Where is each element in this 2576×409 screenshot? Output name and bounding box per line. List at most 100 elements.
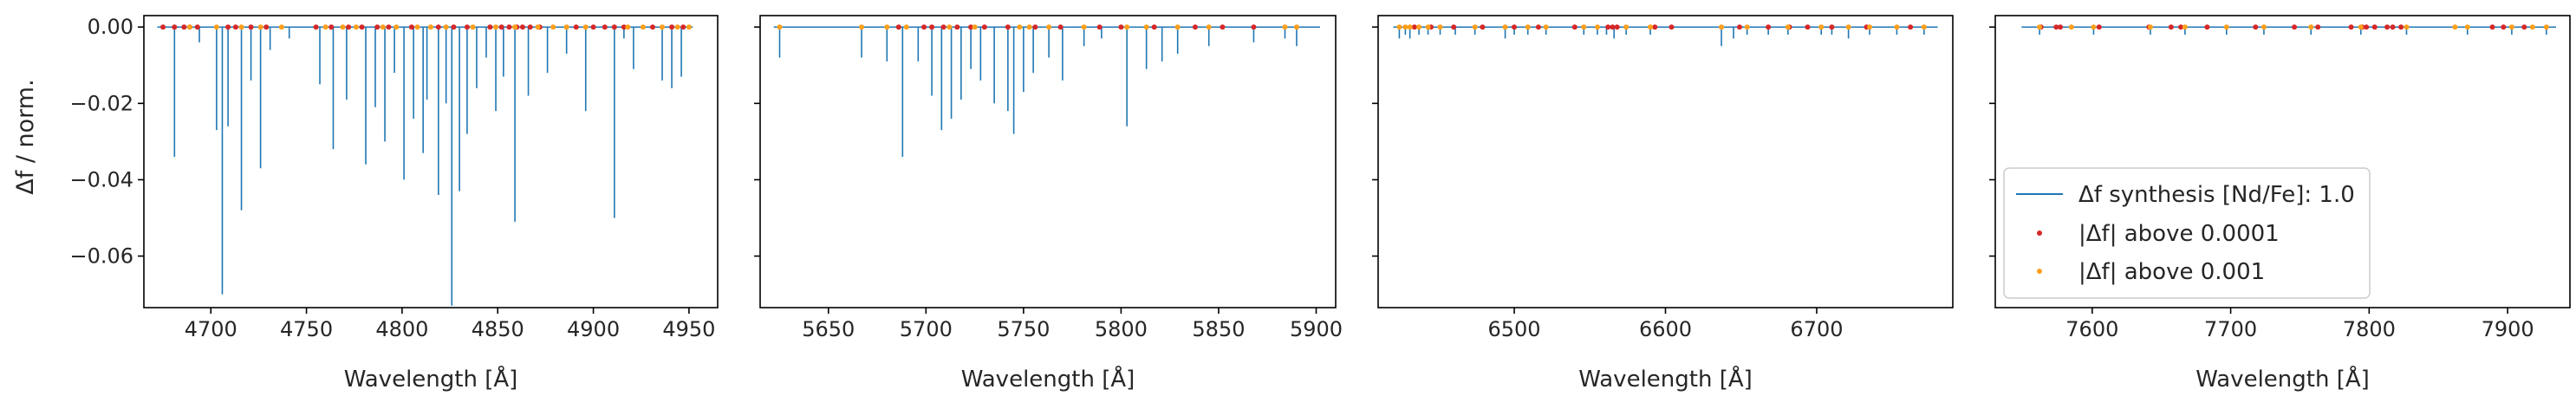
marker-above-1e-3	[1818, 24, 1825, 30]
marker-above-1e-3	[443, 24, 449, 30]
marker-above-1e-3	[1744, 24, 1750, 30]
x-axis-label: Wavelength [Å]	[1578, 365, 1753, 393]
marker-above-1e-4	[649, 24, 655, 30]
marker-above-1e-3	[660, 24, 666, 30]
marker-above-1e-4	[929, 24, 935, 30]
marker-above-1e-3	[582, 24, 589, 30]
marker-above-1e-4	[2521, 24, 2527, 30]
marker-above-1e-4	[1251, 24, 1257, 30]
marker-above-1e-3	[550, 24, 556, 30]
marker-above-1e-3	[2464, 24, 2470, 30]
marker-above-1e-4	[1411, 24, 1417, 30]
marker-above-1e-3	[1081, 24, 1087, 30]
marker-above-1e-3	[278, 24, 284, 30]
marker-above-1e-3	[1402, 24, 1408, 30]
marker-above-1e-3	[2037, 24, 2043, 30]
marker-above-1e-3	[1143, 24, 1149, 30]
legend-frame	[2003, 167, 2371, 299]
marker-above-1e-3	[1017, 24, 1023, 30]
marker-above-1e-4	[1652, 24, 1658, 30]
chart-panel-1: 4700 4750 4800 4850 4900 4950 0.00 −0.02 −0.04 −0…	[69, 15, 719, 393]
marker-above-1e-4	[2204, 24, 2210, 30]
marker-above-1e-4	[1614, 24, 1620, 30]
marker-above-1e-3	[340, 24, 346, 30]
chart-panel-3: 6500 6600 6700 Wavelength [Å]	[1372, 15, 1954, 393]
y-tick-label: −0.02	[69, 91, 133, 115]
marker-above-1e-4	[1669, 24, 1675, 30]
marker-above-1e-4	[1829, 24, 1835, 30]
marker-above-1e-4	[2178, 24, 2184, 30]
marker-above-1e-4	[1005, 24, 1011, 30]
axes-frame	[143, 15, 719, 308]
marker-above-1e-4	[1118, 24, 1124, 30]
plot-area	[1393, 24, 1938, 47]
marker-above-1e-4	[386, 24, 392, 30]
marker-above-1e-3	[2182, 24, 2188, 30]
legend-entry-above-1e-3: |Δf| above 0.001	[2078, 259, 2265, 285]
marker-above-1e-4	[1736, 24, 1742, 30]
marker-above-1e-4	[895, 24, 901, 30]
marker-above-1e-4	[940, 24, 946, 30]
marker-above-1e-4	[1908, 24, 1914, 30]
marker-above-1e-4	[451, 24, 457, 30]
marker-above-1e-4	[2371, 24, 2378, 30]
marker-above-1e-4	[248, 24, 254, 30]
marker-above-1e-3	[1543, 24, 1549, 30]
marker-above-1e-4	[2053, 24, 2059, 30]
y-axis-label: Δf / norm.	[12, 79, 39, 194]
marker-above-1e-3	[1396, 24, 1402, 30]
x-tick-label: 5900	[1290, 317, 1343, 341]
marker-above-1e-4	[968, 24, 974, 30]
marker-above-1e-4	[194, 24, 200, 30]
marker-above-1e-3	[535, 24, 541, 30]
plot-area	[157, 24, 693, 306]
x-tick-label: 4700	[185, 317, 237, 341]
x-tick-label: 5700	[900, 317, 953, 341]
legend-dot-above-1e-3	[2037, 269, 2042, 274]
marker-above-1e-3	[625, 24, 631, 30]
marker-above-1e-3	[470, 24, 476, 30]
x-tick-label: 4750	[280, 317, 333, 341]
marker-above-1e-4	[2058, 24, 2064, 30]
marker-above-1e-4	[2398, 24, 2404, 30]
marker-above-1e-4	[359, 24, 365, 30]
marker-above-1e-4	[2384, 24, 2391, 30]
marker-above-1e-4	[954, 24, 960, 30]
marker-above-1e-4	[1480, 24, 1486, 30]
marker-above-1e-4	[1151, 24, 1157, 30]
marker-above-1e-3	[213, 24, 219, 30]
marker-above-1e-3	[946, 24, 953, 30]
marker-above-1e-4	[2292, 24, 2298, 30]
marker-above-1e-4	[2253, 24, 2259, 30]
marker-above-1e-4	[669, 24, 675, 30]
marker-above-1e-4	[611, 24, 617, 30]
marker-above-1e-4	[172, 24, 178, 30]
marker-above-1e-3	[1648, 24, 1654, 30]
marker-above-1e-4	[1057, 24, 1064, 30]
marker-above-1e-3	[1845, 24, 1851, 30]
marker-above-1e-4	[329, 24, 335, 30]
marker-above-1e-3	[1124, 24, 1130, 30]
x-axis-label: Wavelength [Å]	[344, 365, 518, 393]
marker-above-1e-4	[981, 24, 987, 30]
x-tick-label: 5850	[1192, 317, 1245, 341]
marker-above-1e-3	[1416, 24, 1422, 30]
x-tick-label: 5650	[802, 317, 855, 341]
marker-above-1e-3	[1425, 24, 1431, 30]
marker-above-1e-4	[2364, 24, 2370, 30]
marker-above-1e-3	[380, 24, 386, 30]
marker-above-1e-3	[2068, 24, 2074, 30]
marker-above-1e-3	[1623, 24, 1630, 30]
marker-above-1e-4	[160, 24, 166, 30]
marker-above-1e-4	[519, 24, 525, 30]
marker-above-1e-4	[232, 24, 238, 30]
plot-area	[773, 24, 1320, 157]
marker-above-1e-4	[573, 24, 579, 30]
y-tick-label: 0.00	[88, 15, 133, 39]
x-tick-label: 6500	[1487, 317, 1540, 341]
marker-above-1e-4	[1220, 24, 1226, 30]
marker-above-1e-4	[498, 24, 504, 30]
marker-above-1e-3	[1594, 24, 1600, 30]
marker-above-1e-3	[2358, 24, 2364, 30]
